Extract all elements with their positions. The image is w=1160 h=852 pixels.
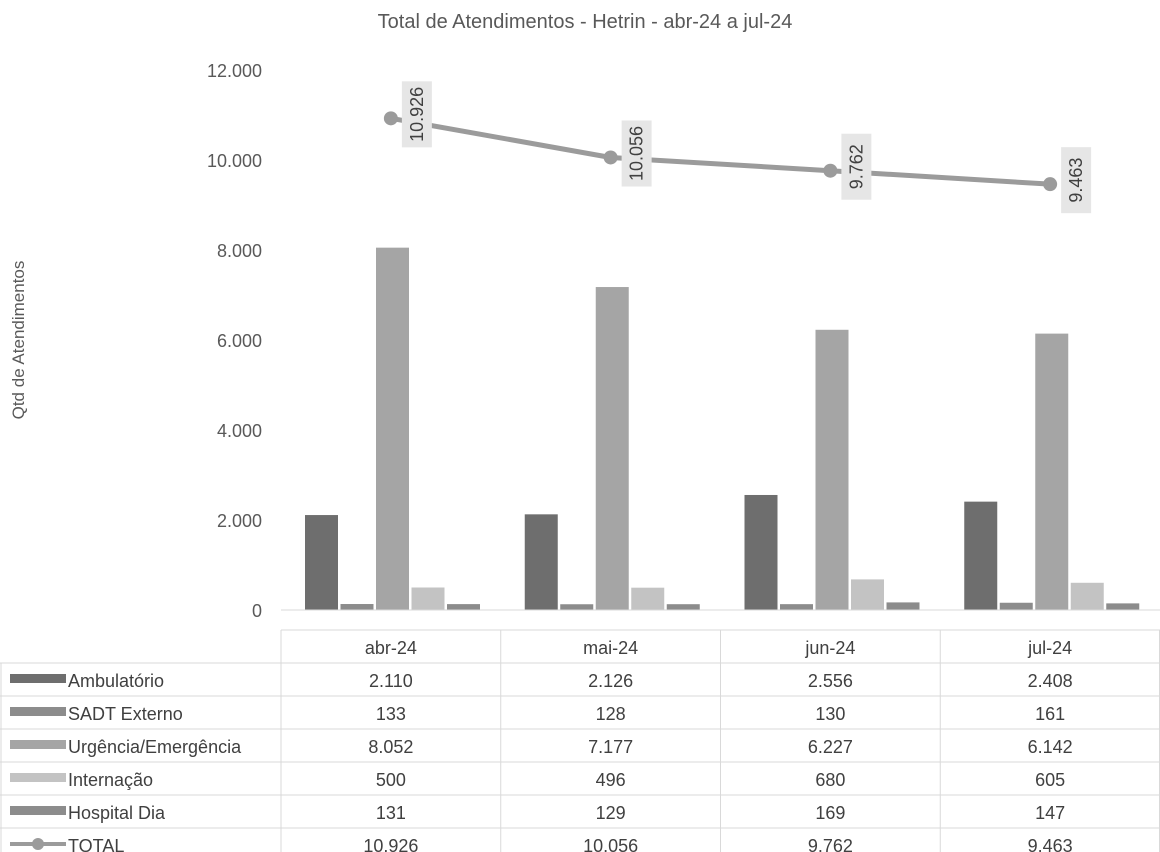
bar-hospital-dia — [886, 602, 920, 610]
data-table: abr-24 mai-24 jun-24 jul-24 Ambulatório 2.110… — [0, 629, 1160, 852]
legend-marker — [32, 838, 44, 850]
legend-label-urgencia-emergencia: Urgência/Emergência — [68, 737, 242, 757]
data-label: 10.056 — [627, 126, 647, 181]
table-cell: 169 — [815, 803, 845, 823]
x-tick-label: mai-24 — [583, 638, 638, 658]
table-cell: 161 — [1035, 704, 1065, 724]
point-total — [1043, 177, 1058, 192]
table-cell: 131 — [376, 803, 406, 823]
table-cell: 9.762 — [808, 836, 853, 852]
table-cell: 129 — [596, 803, 626, 823]
table-cell: 2.126 — [588, 671, 633, 691]
legend-swatch-internacao — [10, 773, 66, 782]
data-label: 9.463 — [1066, 158, 1086, 203]
legend-label-sadt-externo: SADT Externo — [68, 704, 183, 724]
legend-swatch-ambulatorio — [10, 674, 66, 683]
table-cell: 130 — [815, 704, 845, 724]
legend-swatch-hospital-dia — [10, 806, 66, 815]
line-total — [388, 115, 1053, 187]
bar-hospital-dia — [666, 604, 700, 610]
bar-sadt-externo — [560, 604, 594, 610]
y-axis-ticks: 0 2.000 4.000 6.000 8.000 10.000 12.000 — [207, 61, 262, 621]
y-tick-label: 8.000 — [217, 241, 262, 261]
bar-urgencia-emergencia — [376, 247, 409, 610]
legend-label-hospital-dia: Hospital Dia — [68, 803, 166, 823]
x-tick-label: jul-24 — [1027, 638, 1072, 658]
chart-title: Total de Atendimentos - Hetrin - abr-24 … — [378, 11, 793, 33]
bar-internacao — [411, 587, 445, 610]
table-cell: 10.056 — [583, 836, 638, 852]
bar-ambulatorio — [964, 501, 998, 610]
table-cell: 147 — [1035, 803, 1065, 823]
y-tick-label: 4.000 — [217, 421, 262, 441]
y-tick-label: 6.000 — [217, 331, 262, 351]
bar-internacao — [1070, 582, 1104, 610]
table-cell: 2.556 — [808, 671, 853, 691]
point-total — [823, 163, 838, 178]
table-cell: 10.926 — [363, 836, 418, 852]
bar-sadt-externo — [999, 602, 1033, 610]
point-total — [603, 150, 618, 165]
table-cell: 500 — [376, 770, 406, 790]
bar-sadt-externo — [780, 604, 813, 610]
table-cell: 6.227 — [808, 737, 853, 757]
x-tick-label: jun-24 — [804, 638, 855, 658]
bar-urgencia-emergencia — [595, 287, 629, 610]
bar-internacao — [631, 587, 665, 610]
legend-label-ambulatorio: Ambulatório — [68, 671, 164, 691]
bar-ambulatorio — [744, 494, 778, 610]
legend-label-total: TOTAL — [68, 836, 124, 852]
bar-internacao — [851, 579, 884, 610]
table-cell: 2.110 — [369, 671, 413, 691]
y-tick-label: 12.000 — [207, 61, 262, 81]
bar-ambulatorio — [305, 515, 338, 610]
table-cell: 9.463 — [1028, 836, 1073, 852]
x-tick-label: abr-24 — [365, 638, 417, 658]
legend-label-internacao: Internação — [68, 770, 153, 790]
legend-swatch-sadt-externo — [10, 707, 66, 716]
table-cell: 128 — [596, 704, 626, 724]
total-line: 10.926 10.056 9.762 9.463 — [383, 81, 1092, 214]
data-label: 10.926 — [407, 87, 427, 142]
legend-swatch-urgencia-emergencia — [10, 740, 66, 749]
table-cell: 8.052 — [368, 737, 413, 757]
bar-hospital-dia — [447, 604, 480, 610]
bar-ambulatorio — [524, 514, 558, 610]
bar-hospital-dia — [1106, 603, 1140, 610]
table-cell: 133 — [376, 704, 406, 724]
table-cell: 2.408 — [1028, 671, 1073, 691]
table-cell: 605 — [1035, 770, 1065, 790]
data-label-box — [621, 120, 652, 187]
y-tick-label: 2.000 — [217, 511, 262, 531]
y-tick-label: 0 — [252, 601, 262, 621]
data-label-box — [841, 133, 872, 200]
bars — [281, 247, 1160, 611]
data-label-box — [401, 81, 432, 148]
bar-sadt-externo — [340, 604, 374, 610]
data-label-box — [1061, 147, 1092, 214]
y-tick-label: 10.000 — [207, 151, 262, 171]
bar-urgencia-emergencia — [1035, 333, 1069, 610]
table-cell: 680 — [815, 770, 845, 790]
table-cell: 7.177 — [588, 737, 633, 757]
bar-urgencia-emergencia — [815, 329, 849, 610]
table-cell: 6.142 — [1028, 737, 1073, 757]
y-axis-label: Qtd de Atendimentos — [9, 261, 28, 420]
point-total — [383, 111, 398, 126]
table-cell: 496 — [596, 770, 626, 790]
data-label: 9.762 — [846, 144, 866, 189]
